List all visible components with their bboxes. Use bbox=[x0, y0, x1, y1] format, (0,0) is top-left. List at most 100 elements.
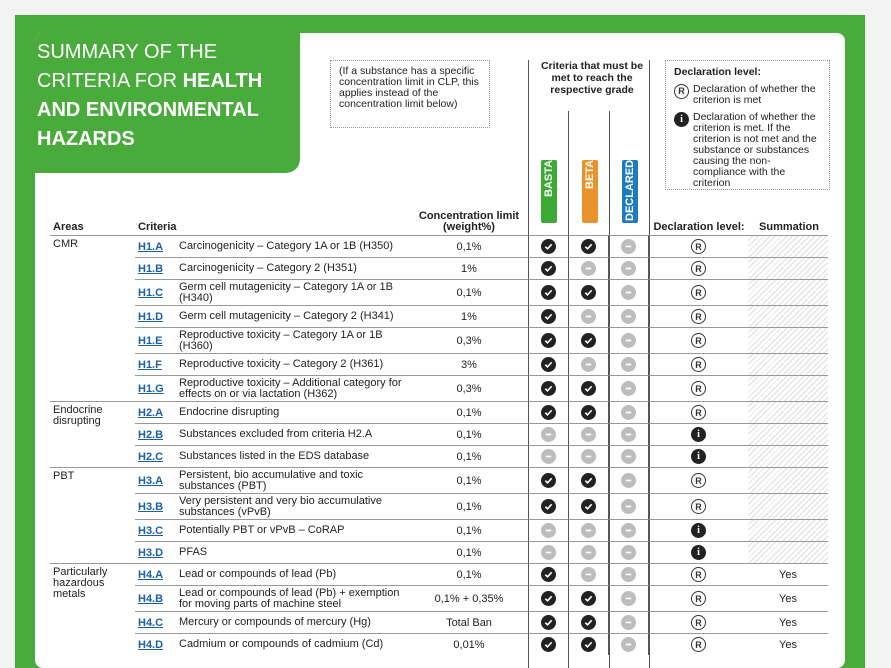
grade-cell bbox=[608, 585, 648, 611]
check-icon bbox=[541, 333, 556, 348]
declaration-icon: R bbox=[691, 473, 706, 488]
grade-cell bbox=[568, 519, 608, 541]
grade-cell bbox=[528, 563, 568, 585]
grade-cell bbox=[608, 305, 648, 327]
area-cell bbox=[50, 327, 135, 353]
check-icon bbox=[541, 637, 556, 652]
legend-item: i Declaration of whether the criterion is… bbox=[674, 112, 821, 189]
table-row: H4.B Lead or compounds of lead (Pb) + exe… bbox=[50, 585, 830, 611]
check-icon bbox=[541, 309, 556, 324]
grade-cell bbox=[568, 235, 608, 257]
dash-icon bbox=[621, 449, 636, 464]
dash-icon bbox=[581, 427, 596, 442]
declaration-cell: R bbox=[648, 257, 748, 279]
grade-cell bbox=[528, 633, 568, 655]
criterion-code[interactable]: H3.A bbox=[135, 467, 175, 493]
table-row: H4.D Cadmium or compounds of cadmium (Cd)… bbox=[50, 633, 830, 655]
area-label: Particularly hazardous metals bbox=[53, 566, 108, 600]
criterion-text: Very persistent and very bio accumulativ… bbox=[175, 493, 410, 519]
summation-hatch bbox=[748, 541, 828, 563]
dash-icon bbox=[581, 567, 596, 582]
column-header: Criteria bbox=[138, 221, 177, 233]
grade-cell bbox=[568, 423, 608, 445]
dash-icon bbox=[621, 427, 636, 442]
legend: Declaration level: R Declaration of wheth… bbox=[665, 60, 830, 190]
area-label: Endocrine disrupting bbox=[53, 404, 103, 427]
grade-cell bbox=[608, 493, 648, 519]
area-cell bbox=[50, 375, 135, 401]
criterion-code[interactable]: H1.F bbox=[135, 353, 175, 375]
legend-title: Declaration level: bbox=[674, 66, 761, 78]
declaration-cell: R bbox=[648, 401, 748, 423]
criterion-text: Reproductive toxicity – Category 2 (H361… bbox=[175, 353, 410, 375]
declaration-cell: R bbox=[648, 353, 748, 375]
grade-cell bbox=[568, 445, 608, 467]
criterion-code[interactable]: H4.B bbox=[135, 585, 175, 611]
check-icon bbox=[541, 591, 556, 606]
title-tab: SUMMARY OF THE CRITERIA FOR HEALTH AND E… bbox=[35, 33, 300, 173]
criterion-text: Substances listed in the EDS database bbox=[175, 445, 410, 467]
summation: Yes bbox=[748, 585, 828, 611]
dash-icon bbox=[621, 381, 636, 396]
summation-hatch bbox=[748, 401, 828, 423]
table-row: Endocrine disrupting H2.A Endocrine disrup… bbox=[50, 401, 830, 427]
dash-icon bbox=[541, 545, 556, 560]
grade-label: BETA bbox=[581, 160, 598, 223]
title: SUMMARY OF THE CRITERIA FOR HEALTH AND E… bbox=[37, 38, 297, 154]
check-icon bbox=[581, 499, 596, 514]
criterion-code[interactable]: H1.C bbox=[135, 279, 175, 305]
grade-cell bbox=[568, 353, 608, 375]
summation: Yes bbox=[748, 563, 828, 585]
criterion-code[interactable]: H4.D bbox=[135, 633, 175, 655]
concentration-limit: 0,1% + 0,35% bbox=[410, 585, 528, 611]
criterion-code[interactable]: H4.C bbox=[135, 611, 175, 633]
check-icon bbox=[541, 405, 556, 420]
legend-item: R Declaration of whether the criterion is… bbox=[674, 84, 821, 106]
criterion-code[interactable]: H3.C bbox=[135, 519, 175, 541]
concentration-limit: 0,1% bbox=[410, 423, 528, 445]
criterion-code[interactable]: H1.A bbox=[135, 235, 175, 257]
legend-text: Declaration of whether the criterion is … bbox=[693, 111, 817, 189]
concentration-limit: Total Ban bbox=[410, 611, 528, 633]
grade-cell bbox=[528, 493, 568, 519]
declaration-icon: R bbox=[691, 591, 706, 606]
table-row: H1.E Reproductive toxicity – Category 1A … bbox=[50, 327, 830, 353]
grade-cell bbox=[528, 519, 568, 541]
grade-cell bbox=[528, 235, 568, 257]
concentration-limit: 0,1% bbox=[410, 493, 528, 519]
area-cell: Particularly hazardous metals bbox=[50, 563, 135, 600]
criterion-code[interactable]: H1.D bbox=[135, 305, 175, 327]
grade-cell bbox=[608, 445, 648, 467]
area-cell bbox=[50, 541, 135, 563]
criterion-code[interactable]: H4.A bbox=[135, 563, 175, 585]
dash-icon bbox=[621, 545, 636, 560]
check-icon bbox=[581, 405, 596, 420]
criterion-code[interactable]: H2.B bbox=[135, 423, 175, 445]
dash-icon bbox=[621, 567, 636, 582]
table: Areas Criteria Concentration limit (weight… bbox=[50, 211, 830, 655]
criterion-code[interactable]: H3.B bbox=[135, 493, 175, 519]
criterion-code[interactable]: H2.C bbox=[135, 445, 175, 467]
criterion-text: Reproductive toxicity – Additional categ… bbox=[175, 375, 410, 401]
grade-cell bbox=[528, 305, 568, 327]
column-header: Concentration limit (weight%) bbox=[418, 210, 520, 233]
declaration-icon: R bbox=[691, 499, 706, 514]
concentration-limit: 0,1% bbox=[410, 279, 528, 305]
grade-cell bbox=[528, 257, 568, 279]
criterion-code[interactable]: H1.B bbox=[135, 257, 175, 279]
dash-icon bbox=[581, 357, 596, 372]
grade-cell bbox=[528, 467, 568, 493]
declaration-cell: i bbox=[648, 423, 748, 445]
declaration-icon: R bbox=[691, 405, 706, 420]
criterion-code[interactable]: H1.G bbox=[135, 375, 175, 401]
criterion-code[interactable]: H3.D bbox=[135, 541, 175, 563]
check-icon bbox=[541, 285, 556, 300]
check-icon bbox=[541, 357, 556, 372]
table-row: Particularly hazardous metals H4.A Lead or… bbox=[50, 563, 830, 600]
criterion-code[interactable]: H1.E bbox=[135, 327, 175, 353]
criterion-code[interactable]: H2.A bbox=[135, 401, 175, 423]
grade-label: DECLARED bbox=[622, 160, 638, 223]
declaration-cell: R bbox=[648, 235, 748, 257]
grade-cell bbox=[608, 401, 648, 423]
